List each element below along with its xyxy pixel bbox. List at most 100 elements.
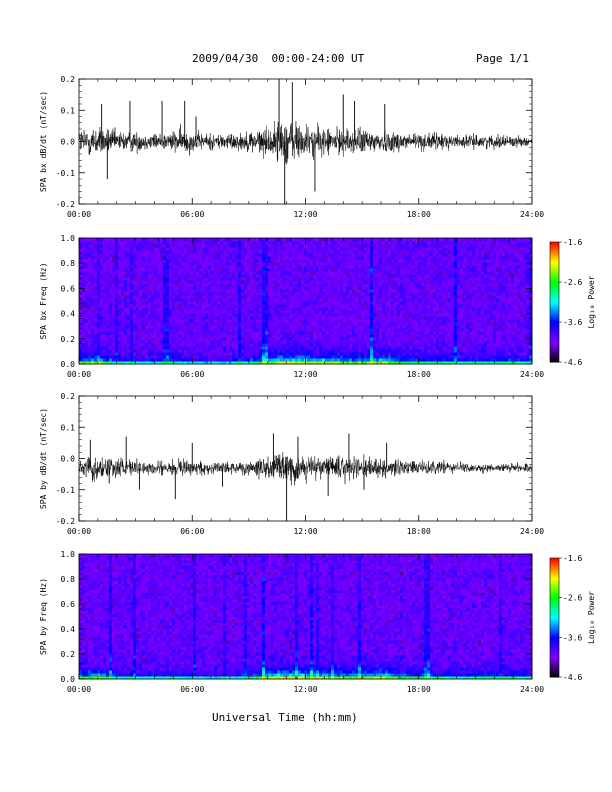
spectrogram-cell bbox=[94, 304, 98, 308]
spectrogram-cell bbox=[292, 343, 296, 347]
spectrogram-cell bbox=[151, 310, 155, 314]
spectrogram-cell bbox=[286, 274, 290, 278]
spectrogram-cell bbox=[388, 310, 392, 314]
spectrogram-cell bbox=[229, 310, 233, 314]
spectrogram-cell bbox=[157, 265, 161, 269]
spectrogram-cell bbox=[343, 283, 347, 287]
spectrogram-cell bbox=[109, 358, 113, 362]
spectrogram-cell bbox=[280, 304, 284, 308]
spectrogram-cell bbox=[157, 295, 161, 299]
spectrogram-cell bbox=[178, 322, 182, 326]
spectrogram-cell bbox=[412, 298, 416, 302]
spectrogram-cell bbox=[118, 316, 122, 320]
spectrogram-cell bbox=[85, 274, 89, 278]
spectrogram-cell bbox=[106, 268, 110, 272]
spectrogram-cell bbox=[364, 247, 368, 251]
spectrogram-cell bbox=[361, 289, 365, 293]
spectrogram-cell bbox=[352, 292, 356, 296]
spectrogram-cell bbox=[100, 304, 104, 308]
spectrogram-cell bbox=[370, 256, 374, 260]
spectrogram-cell bbox=[97, 343, 101, 347]
spectrogram-cell bbox=[121, 247, 125, 251]
spectrogram-cell bbox=[220, 337, 224, 341]
spectrogram-cell bbox=[226, 343, 230, 347]
spectrogram-cell bbox=[229, 352, 233, 356]
spectrogram-cell bbox=[229, 343, 233, 347]
spectrogram-cell bbox=[229, 307, 233, 311]
spectrogram-cell bbox=[259, 277, 263, 281]
spectrogram-cell bbox=[160, 325, 164, 329]
spectrogram-cell bbox=[190, 295, 194, 299]
spectrogram-cell bbox=[172, 355, 176, 359]
spectrogram-cell bbox=[265, 274, 269, 278]
spectrogram-cell bbox=[226, 316, 230, 320]
spectrogram-cell bbox=[409, 328, 413, 332]
spectrogram-cell bbox=[169, 301, 173, 305]
spectrogram-cell bbox=[364, 238, 368, 242]
spectrogram-cell bbox=[364, 361, 368, 365]
spectrogram-cell bbox=[88, 319, 92, 323]
spectrogram-cell bbox=[379, 277, 383, 281]
spectrogram-cell bbox=[163, 337, 167, 341]
spectrogram-cell bbox=[286, 241, 290, 245]
spectrogram-cell bbox=[394, 274, 398, 278]
spectrogram-cell bbox=[418, 250, 422, 254]
spectrogram-cell bbox=[211, 361, 215, 365]
spectrogram-cell bbox=[319, 253, 323, 257]
spectrogram-cell bbox=[154, 277, 158, 281]
spectrogram-cell bbox=[100, 238, 104, 242]
spectrogram-cell bbox=[376, 298, 380, 302]
spectrogram-cell bbox=[127, 358, 131, 362]
spectrogram-cell bbox=[286, 313, 290, 317]
spectrogram-cell bbox=[301, 292, 305, 296]
spectrogram-cell bbox=[298, 337, 302, 341]
spectrogram-cell bbox=[346, 244, 350, 248]
spectrogram-cell bbox=[283, 244, 287, 248]
spectrogram-cell bbox=[382, 271, 386, 275]
spectrogram-cell bbox=[415, 313, 419, 317]
spectrogram-cell bbox=[106, 352, 110, 356]
spectrogram-cell bbox=[289, 268, 293, 272]
spectrogram-cell bbox=[316, 301, 320, 305]
spectrogram-cell bbox=[304, 277, 308, 281]
spectrogram-cell bbox=[88, 262, 92, 266]
spectrogram-cell bbox=[166, 268, 170, 272]
spectrogram-cell bbox=[226, 361, 230, 365]
spectrogram-cell bbox=[295, 325, 299, 329]
spectrogram-cell bbox=[214, 304, 218, 308]
spectrogram-cell bbox=[343, 328, 347, 332]
spectrogram-cell bbox=[139, 325, 143, 329]
spectrogram-cell bbox=[292, 352, 296, 356]
spectrogram-cell bbox=[85, 346, 89, 350]
spectrogram-cell bbox=[175, 253, 179, 257]
spectrogram-cell bbox=[109, 352, 113, 356]
spectrogram-cell bbox=[424, 334, 428, 338]
spectrogram-cell bbox=[382, 298, 386, 302]
spectrogram-cell bbox=[223, 307, 227, 311]
spectrogram-cell bbox=[349, 358, 353, 362]
spectrogram-cell bbox=[361, 325, 365, 329]
spectrogram-cell bbox=[406, 244, 410, 248]
spectrogram-cell bbox=[205, 271, 209, 275]
spectrogram-cell bbox=[97, 307, 101, 311]
spectrogram-cell bbox=[241, 298, 245, 302]
spectrogram-cell bbox=[127, 289, 131, 293]
spectrogram-cell bbox=[235, 241, 239, 245]
spectrogram-cell bbox=[343, 265, 347, 269]
spectrogram-cell bbox=[415, 328, 419, 332]
spectrogram-cell bbox=[226, 358, 230, 362]
spectrogram-cell bbox=[397, 304, 401, 308]
spectrogram-cell bbox=[310, 238, 314, 242]
spectrogram-cell bbox=[301, 238, 305, 242]
spectrogram-cell bbox=[103, 310, 107, 314]
spectrogram-cell bbox=[325, 331, 329, 335]
spectrogram-cell bbox=[322, 355, 326, 359]
spectrogram-cell bbox=[151, 316, 155, 320]
spectrogram-cell bbox=[211, 283, 215, 287]
spectrogram-cell bbox=[154, 253, 158, 257]
spectrogram-cell bbox=[376, 262, 380, 266]
spectrogram-cell bbox=[244, 286, 248, 290]
spectrogram-cell bbox=[313, 352, 317, 356]
spectrogram-cell bbox=[124, 244, 128, 248]
spectrogram-cell bbox=[262, 322, 266, 326]
